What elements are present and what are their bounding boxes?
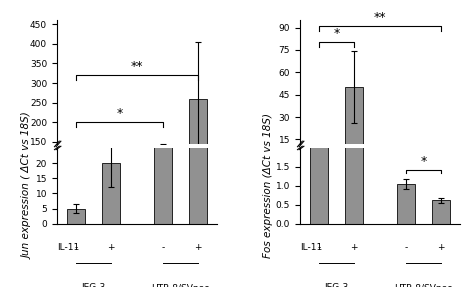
Bar — [67, 209, 85, 224]
Bar — [397, 184, 415, 224]
Text: JEG-3: JEG-3 — [324, 283, 348, 287]
Text: HTR-8/SVneo: HTR-8/SVneo — [394, 283, 453, 287]
Bar — [345, 0, 363, 224]
Text: HTR-8/SVneo: HTR-8/SVneo — [151, 283, 210, 287]
Text: +: + — [107, 243, 115, 252]
Y-axis label: Fos expression (ΔCt vs 18S): Fos expression (ΔCt vs 18S) — [263, 113, 273, 258]
Text: *: * — [420, 156, 427, 168]
Bar — [189, 99, 207, 201]
Text: IL-11: IL-11 — [300, 243, 322, 252]
Text: +: + — [350, 243, 357, 252]
Y-axis label: Jun expression ( ΔCt vs 18S): Jun expression ( ΔCt vs 18S) — [23, 113, 33, 259]
Bar — [154, 0, 172, 224]
Text: +: + — [437, 243, 445, 252]
Text: *: * — [116, 107, 123, 120]
Bar — [102, 193, 120, 201]
Text: -: - — [404, 243, 408, 252]
Bar — [310, 148, 328, 162]
Bar — [397, 160, 415, 162]
Bar — [102, 163, 120, 224]
Text: +: + — [194, 243, 201, 252]
Text: -: - — [74, 243, 78, 252]
Text: -: - — [318, 243, 320, 252]
Bar — [432, 200, 450, 224]
Text: JEG-3: JEG-3 — [81, 283, 106, 287]
Bar — [67, 199, 85, 201]
Text: IL-11: IL-11 — [57, 243, 79, 252]
Bar — [432, 161, 450, 162]
Text: *: * — [333, 27, 339, 40]
Bar — [154, 150, 172, 201]
Bar — [345, 87, 363, 162]
Text: **: ** — [374, 11, 386, 24]
Bar — [310, 0, 328, 224]
Bar — [189, 0, 207, 224]
Text: -: - — [161, 243, 164, 252]
Text: **: ** — [130, 60, 143, 73]
